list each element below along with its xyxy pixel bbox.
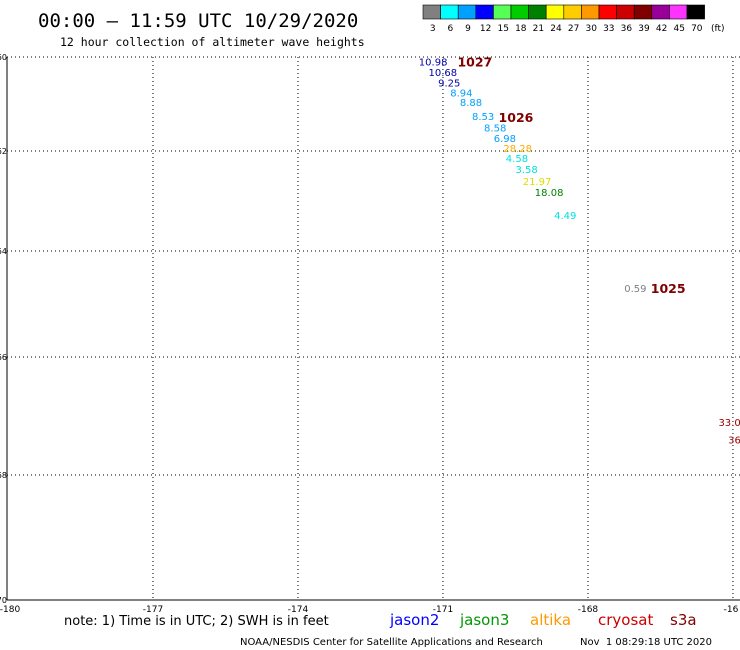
- footer-credit: NOAA/NESDIS Center for Satellite Applica…: [240, 637, 543, 648]
- color-scale-swatch: [422, 4, 441, 20]
- color-scale-label: 33: [603, 24, 614, 34]
- wave-height-label: 9.25: [438, 78, 460, 89]
- x-tick-label: -171: [433, 605, 453, 615]
- color-scale-swatch: [493, 4, 512, 20]
- color-scale-swatch: [633, 4, 653, 20]
- chart-subtitle: 12 hour collection of altimeter wave hei…: [60, 35, 365, 49]
- color-scale-swatch: [545, 4, 565, 20]
- y-axis-ticks: -60 -62 -64 -66 -68 -70: [0, 53, 7, 605]
- satellite-legend-item: cryosat: [598, 611, 653, 629]
- wave-height-label: 18.08: [535, 188, 564, 199]
- color-scale-label: 21: [533, 24, 544, 34]
- y-tick-label: -70: [0, 596, 7, 605]
- footer-timestamp: Nov 1 08:29:18 UTC 2020: [580, 637, 712, 648]
- pressure-labels: 1027 1026 1025: [457, 55, 685, 296]
- pressure-label: 1026: [499, 110, 534, 125]
- color-scale-swatch: [563, 4, 582, 20]
- pressure-label: 1025: [651, 281, 686, 296]
- color-scale-swatch: [528, 4, 547, 20]
- y-tick-label: -66: [0, 353, 7, 362]
- satellite-legend-item: altika: [530, 611, 571, 629]
- color-scale-swatch: [598, 4, 617, 20]
- color-scale-swatch: [651, 4, 670, 20]
- x-tick-label: -180: [0, 605, 20, 615]
- color-scale-unit: (ft): [711, 24, 725, 34]
- wave-height-label: 4.58: [506, 154, 528, 165]
- color-scale-label: 6: [448, 24, 454, 34]
- color-scale-label: 15: [497, 24, 508, 34]
- color-scale-swatch: [686, 4, 705, 20]
- y-tick-label: -60: [0, 53, 7, 62]
- wave-height-label: 21.97: [523, 177, 552, 188]
- pressure-label: 1027: [457, 55, 492, 70]
- color-scale-swatch: [457, 4, 477, 20]
- color-scale-label: 18: [515, 24, 527, 34]
- wave-height-label: 28.28: [503, 144, 532, 155]
- x-tick-label: -168: [578, 605, 599, 615]
- satellite-legend-item: s3a: [670, 611, 697, 629]
- gridlines: [7, 56, 740, 600]
- y-tick-label: -62: [0, 147, 7, 156]
- footer-note: note: 1) Time is in UTC; 2) SWH is in fe…: [64, 614, 329, 629]
- wave-height-label: 10.98: [419, 58, 448, 69]
- color-scale-label: 12: [480, 24, 491, 34]
- wave-height-label: 3.58: [515, 165, 537, 176]
- color-scale-label: 30: [585, 24, 597, 34]
- color-scale-swatch: [616, 4, 635, 20]
- wave-height-label: 6.98: [494, 134, 516, 145]
- color-scale-label: 39: [638, 24, 650, 34]
- plot-area: [6, 57, 740, 601]
- satellite-legend-item: jason3: [459, 611, 509, 629]
- color-scale-label: 9: [465, 24, 471, 34]
- color-scale-swatch: [475, 4, 494, 20]
- color-scale-swatch: [581, 4, 600, 20]
- wave-height-label: 33.06: [718, 418, 740, 429]
- wave-height-label: 8.58: [484, 124, 506, 135]
- x-axis-ticks: -180 -177 -174 -171 -168 -16: [0, 605, 739, 615]
- color-scale-label: 27: [568, 24, 579, 34]
- x-tick-label: -177: [143, 605, 163, 615]
- chart-title: 00:00 – 11:59 UTC 10/29/2020: [38, 10, 358, 32]
- satellite-legend: jason2 jason3 altika cryosat s3a: [389, 611, 697, 629]
- color-scale-legend: 3 6 9 12 15 18 21 24 27 30 33 36 39 42 45 70: [422, 4, 705, 34]
- color-scale-label: 42: [656, 24, 667, 34]
- wave-height-points: 10.9810.689.258.948.888.538.586.9828.284…: [419, 58, 740, 447]
- satellite-legend-item: jason2: [389, 611, 439, 629]
- color-scale-label: 45: [673, 24, 684, 34]
- color-scale-label: 70: [691, 24, 703, 34]
- wave-height-label: 8.53: [472, 112, 494, 123]
- color-scale-swatch: [510, 4, 529, 20]
- x-tick-label: -16: [724, 605, 739, 615]
- wave-height-label: 4.49: [554, 211, 576, 222]
- wave-height-label: 8.88: [460, 98, 482, 109]
- x-tick-label: -174: [288, 605, 309, 615]
- wave-height-label: 8.94: [450, 88, 472, 99]
- wave-height-label: 0.59: [624, 284, 646, 295]
- y-tick-label: -68: [0, 471, 7, 480]
- color-scale-swatch: [669, 4, 688, 20]
- color-scale-swatch: [440, 4, 459, 20]
- color-scale-label: 3: [430, 24, 436, 34]
- color-scale-label: 24: [550, 24, 562, 34]
- wave-height-label: 10.68: [428, 68, 457, 79]
- color-scale-label: 36: [621, 24, 633, 34]
- y-tick-label: -64: [0, 247, 7, 256]
- wave-height-label: 36: [728, 436, 740, 447]
